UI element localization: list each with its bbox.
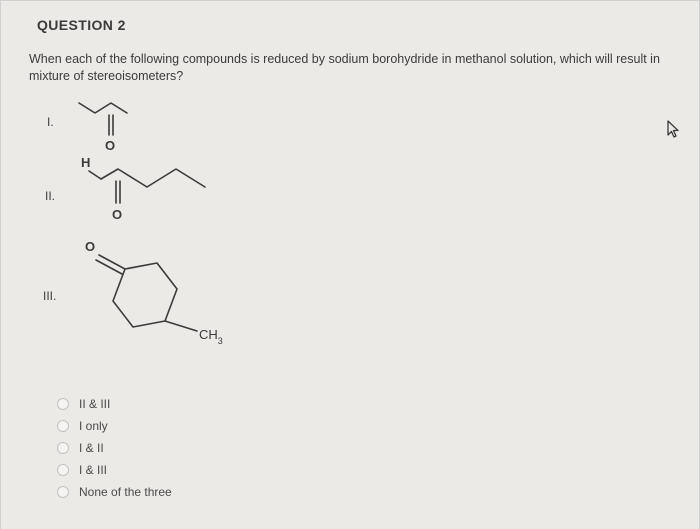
option-label: I & III — [79, 463, 107, 477]
svg-text:O: O — [112, 207, 122, 222]
radio-icon[interactable] — [57, 442, 69, 454]
svg-text:O: O — [105, 138, 115, 153]
svg-text:H: H — [81, 155, 90, 170]
option-label: II & III — [79, 397, 110, 411]
radio-icon[interactable] — [57, 398, 69, 410]
option-label: I & II — [79, 441, 104, 455]
option-label: I only — [79, 419, 108, 433]
cursor-icon — [666, 120, 682, 140]
svg-text:CH3: CH3 — [199, 327, 223, 346]
option-row[interactable]: II & III — [57, 397, 675, 411]
roman-one: I. — [47, 115, 54, 129]
roman-three: III. — [43, 289, 56, 303]
question-text: When each of the following compounds is … — [29, 51, 669, 85]
option-row[interactable]: I & III — [57, 463, 675, 477]
option-label: None of the three — [79, 485, 172, 499]
radio-icon[interactable] — [57, 464, 69, 476]
radio-icon[interactable] — [57, 420, 69, 432]
option-row[interactable]: I & II — [57, 441, 675, 455]
question-title: QUESTION 2 — [37, 17, 675, 33]
svg-text:O: O — [85, 239, 95, 254]
radio-icon[interactable] — [57, 486, 69, 498]
roman-two: II. — [45, 189, 55, 203]
structures-figure: I. II. III. OHOOCH3 — [47, 99, 675, 389]
options-list: II & III I only I & II I & III None of t… — [57, 397, 675, 499]
option-row[interactable]: None of the three — [57, 485, 675, 499]
option-row[interactable]: I only — [57, 419, 675, 433]
